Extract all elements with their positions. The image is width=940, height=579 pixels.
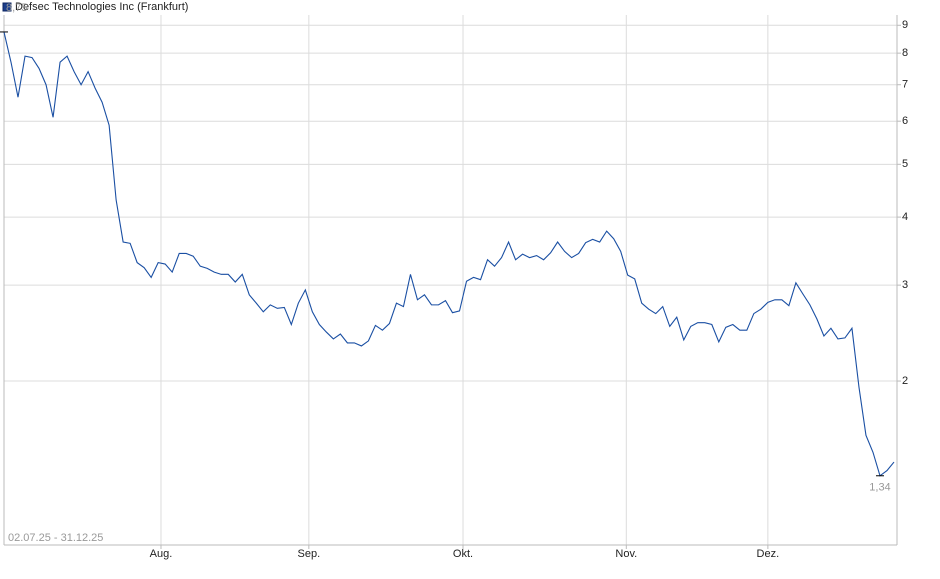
y-tick-label: 2	[902, 375, 908, 387]
y-tick-label: 7	[902, 79, 908, 91]
y-tick-label: 3	[902, 279, 908, 291]
y-tick-label: 6	[902, 115, 908, 127]
x-tick-label: Aug.	[150, 548, 173, 560]
x-tick-label: Sep.	[298, 548, 321, 560]
date-range: 02.07.25 - 31.12.25	[8, 532, 103, 544]
y-tick-label: 4	[902, 211, 908, 223]
x-tick-label: Nov.	[615, 548, 637, 560]
legend-label: Defsec Technologies Inc (Frankfurt)	[15, 1, 188, 13]
y-tick-label: 5	[902, 158, 908, 170]
legend-swatch	[2, 2, 12, 12]
y-tick-label: 8	[902, 47, 908, 59]
x-tick-label: Dez.	[757, 548, 780, 560]
price-line	[3, 31, 895, 477]
value-label: 8,75	[6, 2, 27, 14]
y-tick-label: 9	[902, 19, 908, 31]
value-label: 1,34	[869, 482, 890, 494]
x-tick-label: Okt.	[453, 548, 473, 560]
